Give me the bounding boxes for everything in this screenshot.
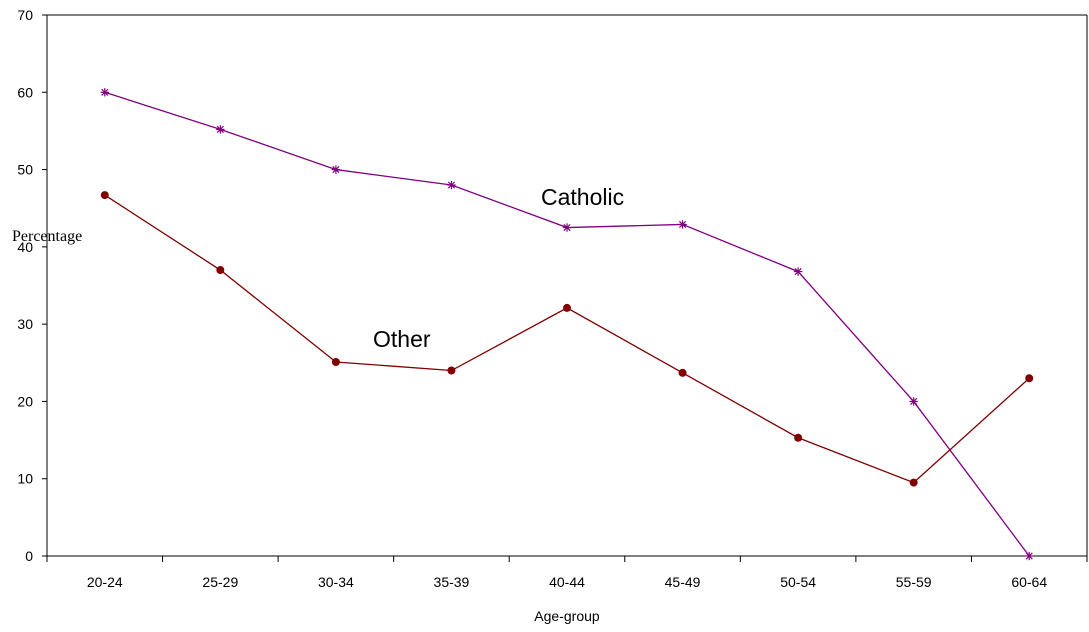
x-tick-label: 40-44 xyxy=(549,574,585,590)
data-point-other xyxy=(100,191,109,200)
series-line-other xyxy=(104,194,1030,484)
x-tick-label: 50-54 xyxy=(780,574,816,590)
x-tick-labels: 20-24 25-29 30-34 35-39 40-44 45-49 50-54 55-59… xyxy=(87,574,1047,590)
data-point-catholic xyxy=(100,88,109,97)
chart-axes xyxy=(42,14,1088,562)
data-point-other xyxy=(447,366,456,375)
y-tick-labels: 0 10 20 30 40 50 60 70 xyxy=(17,7,33,564)
y-tick-label: 20 xyxy=(17,393,33,409)
data-point-catholic xyxy=(331,165,341,174)
series-group xyxy=(100,88,1034,561)
data-point-catholic xyxy=(909,397,918,406)
data-point-other xyxy=(216,266,225,275)
y-tick-label: 60 xyxy=(17,84,33,100)
x-tick-label: 35-39 xyxy=(434,574,470,590)
data-point-catholic xyxy=(793,267,803,276)
data-point-catholic xyxy=(216,125,225,134)
data-point-catholic xyxy=(447,180,456,190)
y-tick-label: 30 xyxy=(17,316,33,332)
x-tick-label: 45-49 xyxy=(665,574,701,590)
data-point-catholic xyxy=(562,223,572,232)
data-point-other xyxy=(794,433,803,442)
data-point-other xyxy=(1025,374,1034,383)
y-tick-label: 50 xyxy=(17,162,33,178)
y-tick-label: 0 xyxy=(25,548,33,564)
data-point-other xyxy=(331,358,340,367)
series-line-catholic xyxy=(104,91,1030,557)
y-axis-title: Percentage xyxy=(12,228,82,245)
data-point-other xyxy=(678,368,687,377)
y-tick-label: 10 xyxy=(17,471,33,487)
x-tick-label: 30-34 xyxy=(318,574,354,590)
data-point-catholic xyxy=(678,220,687,229)
data-point-other xyxy=(563,303,571,312)
y-tick-label: 40 xyxy=(17,239,33,255)
x-tick-label: 55-59 xyxy=(896,574,932,590)
x-tick-label: 60-64 xyxy=(1011,574,1047,590)
y-tick-label: 70 xyxy=(17,7,33,23)
x-tick-label: 20-24 xyxy=(87,574,123,590)
series-label-other: Other xyxy=(373,326,431,352)
data-point-catholic xyxy=(1025,551,1034,561)
data-point-other xyxy=(909,478,918,487)
x-axis-title: Age-group xyxy=(534,608,600,624)
series-label-catholic: Catholic xyxy=(541,184,624,210)
x-tick-label: 25-29 xyxy=(202,574,238,590)
